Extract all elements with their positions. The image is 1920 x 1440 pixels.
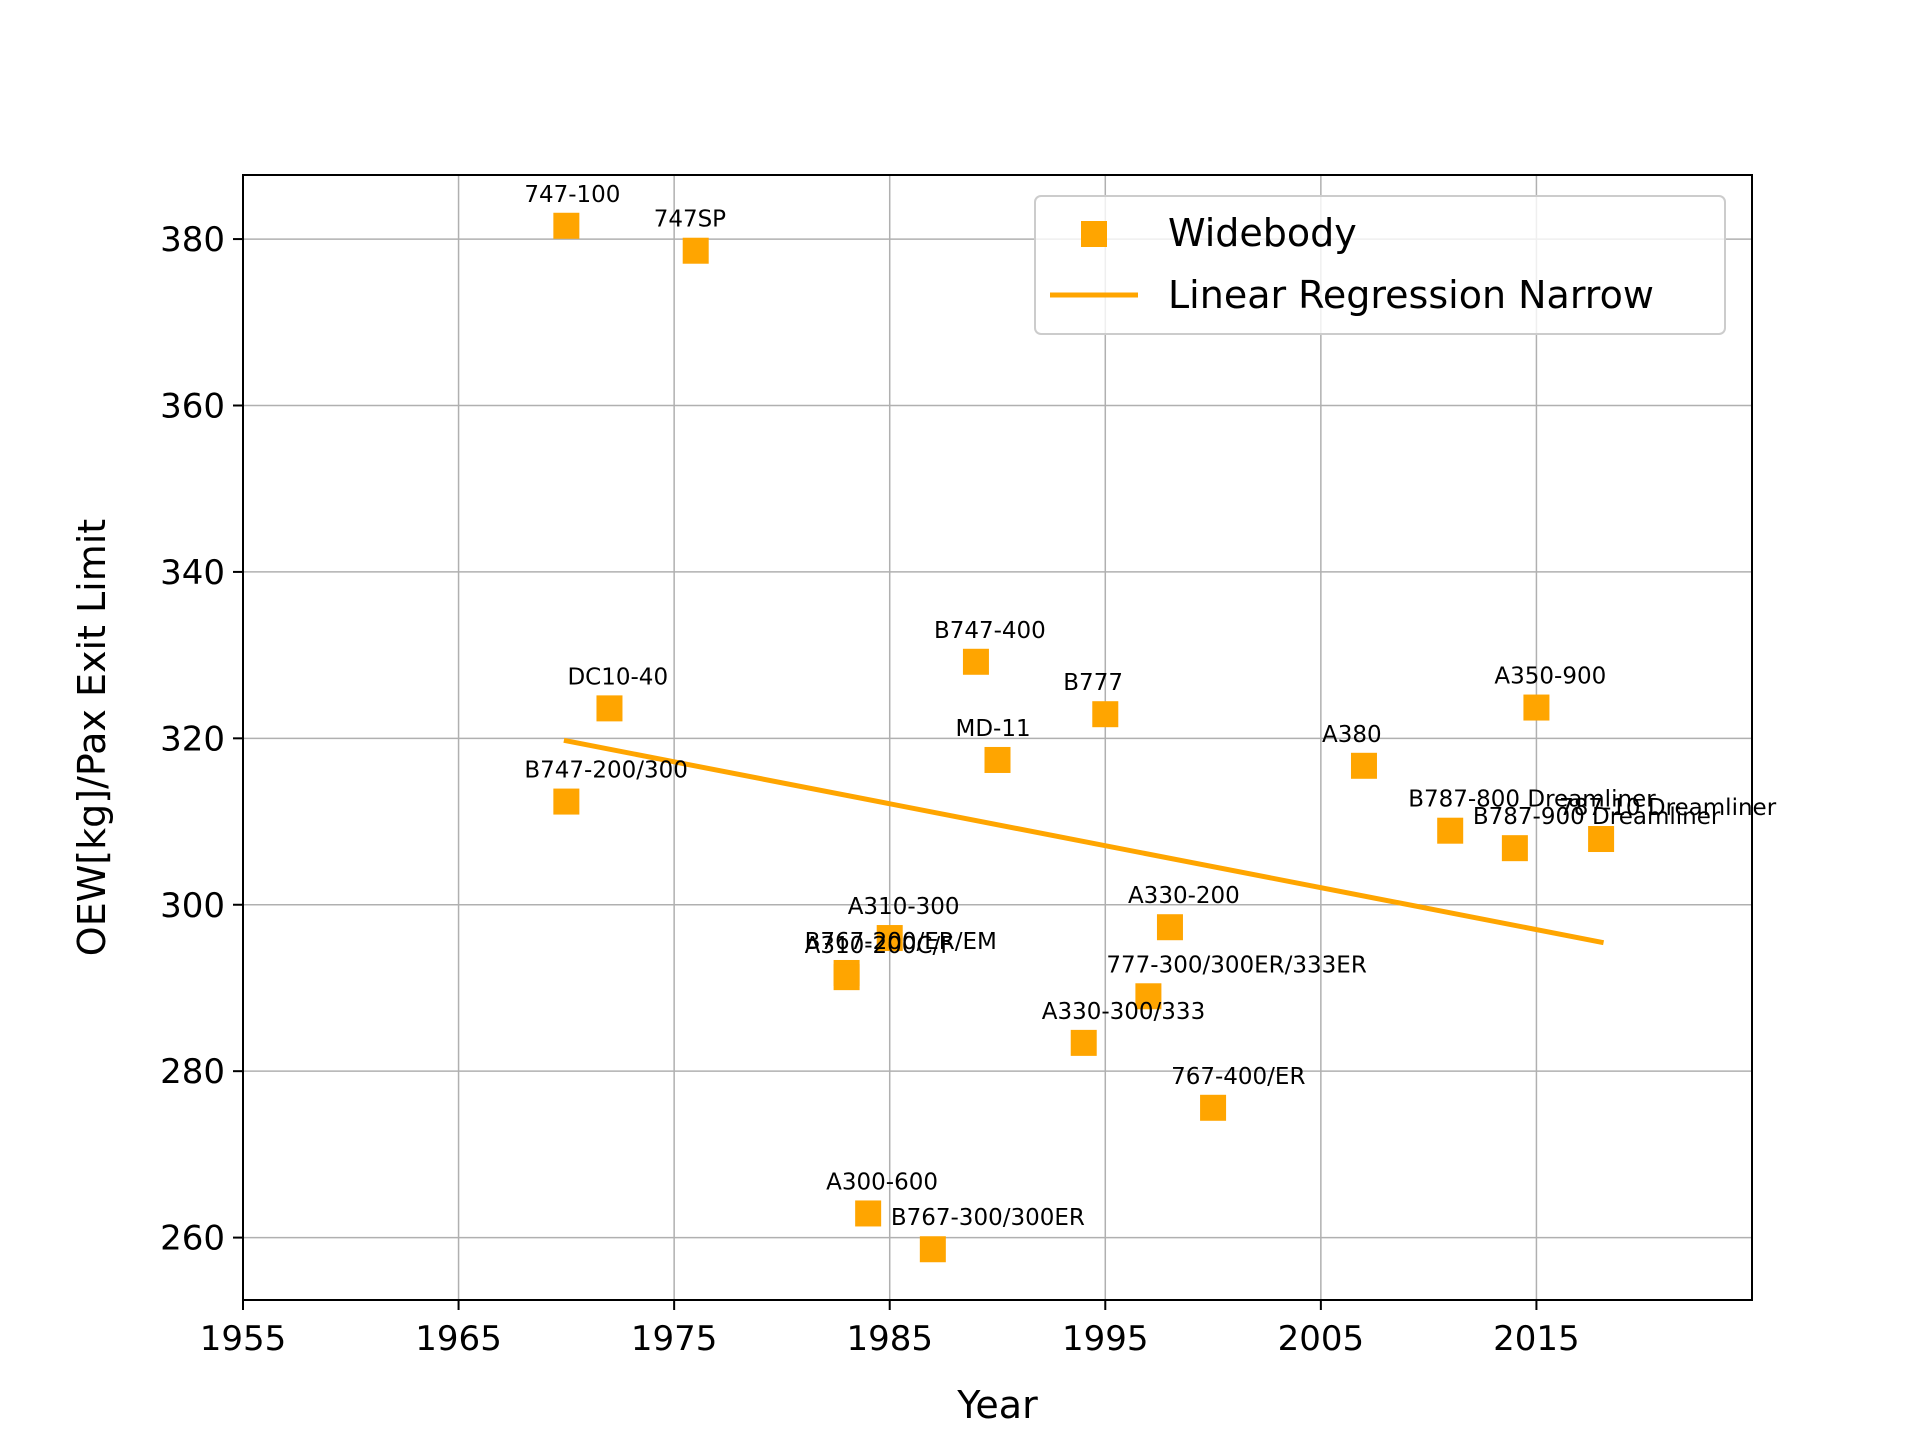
data-point-marker	[1135, 983, 1162, 1010]
data-point-label: A310-300	[848, 894, 960, 920]
data-point-marker	[1501, 835, 1528, 862]
data-point-label: 787-10 Dreamliner	[1559, 795, 1777, 821]
data-point-label: B747-200/300	[524, 758, 688, 784]
data-point-marker	[1070, 1029, 1097, 1056]
data-point-marker	[553, 788, 580, 815]
data-point-marker	[833, 964, 860, 991]
data-point-marker	[682, 237, 709, 264]
legend: Widebody Linear Regression Narrow	[1034, 195, 1726, 335]
data-point-label: A310-200C/F	[805, 933, 954, 959]
data-point-label: A300-600	[826, 1169, 938, 1195]
data-point-label: A330-200	[1128, 883, 1240, 909]
scatter-layer	[553, 212, 1615, 1263]
data-point-label: 747-100	[524, 182, 620, 208]
data-point-marker	[1588, 826, 1615, 853]
data-point-marker	[1156, 914, 1183, 941]
x-tick-label: 2005	[1278, 1319, 1365, 1359]
data-point-label: B767-200/ER/EM	[805, 929, 997, 955]
y-tick-label: 360	[160, 386, 225, 426]
axis-ticks: 1955 1965 1975 1985 1995 2005 2015 260 280 300 320…	[160, 220, 1580, 1359]
y-tick-label: 260	[160, 1219, 225, 1259]
y-tick-label: 340	[160, 553, 225, 593]
legend-widebody-marker	[1081, 221, 1107, 247]
y-tick-label: 380	[160, 220, 225, 260]
data-point-marker	[1437, 817, 1464, 844]
y-tick-label: 300	[160, 886, 225, 926]
data-point-marker	[876, 925, 903, 952]
point-labels: 747-100 747SP DC10-40 B747-200/300 B747-400 B…	[524, 182, 1776, 1231]
data-point-label: B767-300/300ER	[891, 1205, 1085, 1231]
data-point-label: B747-400	[934, 618, 1046, 644]
x-axis-title: Year	[956, 1383, 1038, 1427]
data-point-label: B777	[1063, 670, 1123, 696]
x-tick-label: 1995	[1062, 1319, 1149, 1359]
data-point-marker	[962, 648, 989, 675]
data-point-label: 747SP	[654, 207, 726, 233]
data-point-marker	[553, 212, 580, 239]
legend-box	[1034, 195, 1726, 335]
data-point-marker	[1523, 694, 1550, 721]
data-point-label: B787-900 Dreamliner	[1473, 804, 1721, 830]
x-tick-label: 1985	[846, 1319, 933, 1359]
data-point-marker	[1350, 752, 1377, 779]
data-point-label: DC10-40	[567, 664, 668, 690]
x-tick-label: 2015	[1493, 1319, 1580, 1359]
data-point-label: MD-11	[956, 716, 1031, 742]
data-point-marker	[919, 1236, 946, 1263]
data-point-marker	[1200, 1094, 1227, 1121]
regression-line	[563, 737, 1605, 946]
x-tick-label: 1965	[415, 1319, 502, 1359]
data-point-label: A330-300/333	[1042, 999, 1205, 1025]
data-point-label: A350-900	[1494, 664, 1606, 690]
y-tick-label: 320	[160, 719, 225, 759]
legend-widebody-label: Widebody	[1168, 211, 1357, 255]
data-point-marker	[855, 1200, 882, 1227]
data-point-marker	[596, 695, 623, 722]
data-point-marker	[984, 746, 1011, 773]
data-point-label: 767-400/ER	[1171, 1064, 1305, 1090]
data-point-label: B787-800 Dreamliner	[1408, 787, 1656, 813]
legend-regression-label: Linear Regression Narrow	[1168, 273, 1654, 317]
x-tick-label: 1955	[200, 1319, 287, 1359]
data-point-label: A380	[1322, 722, 1382, 748]
data-point-label: 777-300/300ER/333ER	[1106, 952, 1366, 978]
data-point-marker	[1092, 701, 1119, 728]
y-axis-title: OEW[kg]/Pax Exit Limit	[70, 519, 114, 956]
x-tick-label: 1975	[631, 1319, 718, 1359]
regression-line-layer	[563, 737, 1605, 946]
y-tick-label: 280	[160, 1052, 225, 1092]
